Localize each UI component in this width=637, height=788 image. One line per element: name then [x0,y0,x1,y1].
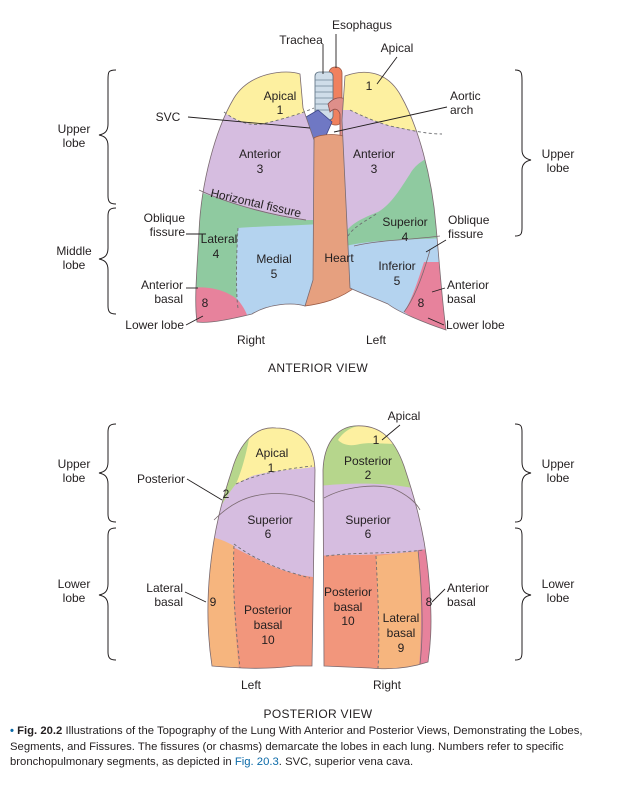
seg-superior-l-name: Superior [382,215,427,229]
lower-lobe-right-label: Lower lobe [446,318,505,332]
post-seg-lateral-basal-num: 9 [210,595,217,609]
posterior-outside-labels: Apical Upper lobe Lower lobe Upper lobe Low… [58,409,575,720]
posterior-right-side-label: Right [373,678,402,692]
seg-inferior-l-name: Inferior [378,259,415,273]
anterior-left-lung [341,71,447,331]
post-seg-superior-r-num: 6 [365,527,372,541]
trachea-label: Trachea [279,33,323,47]
figure-caption: • Fig. 20.2 Illustrations of the Topogra… [10,724,628,771]
post-seg-lateral-basal-r: Lateral basal [383,611,420,640]
seg-inferior-l-num: 5 [394,274,401,288]
seg-anterior-r-num: 3 [257,162,264,176]
posterior-view-title: POSTERIOR VIEW [264,707,373,720]
posterior-view: Apical 1 2 Superior 6 9 Posterior basal 1… [58,409,575,720]
seg-lateral-name: Lateral [201,232,238,246]
post-seg-apical-l-name: Apical [256,446,289,460]
post-upper-lobe-right-label: Upper lobe [542,457,575,485]
post-seg-anterior-basal-r-num: 8 [426,595,433,609]
post-seg-superior-r-name: Superior [345,513,390,527]
post-upper-lobe-left-label: Upper lobe [58,457,91,485]
aortic-arch-line1: Aortic [450,89,481,103]
anterior-basal-right-label: Anterior basal [447,278,489,306]
oblique-fissure-left-label: Oblique fissure [144,211,186,239]
post-seg-posterior-basal-r-num: 10 [341,614,355,628]
seg-medial-num: 5 [271,267,278,281]
caption-fig-ref-link[interactable]: Fig. 20.3 [234,756,279,768]
post-lower-lobe-left-label: Lower lobe [58,577,91,605]
seg-basal-l-num: 8 [418,296,425,310]
aortic-arch-label: Aortic arch [450,89,481,117]
post-seg-posterior-r-name: Posterior [344,454,392,468]
upper-lobe-right-label: Upper lobe [542,147,575,175]
caption-fig-label: Fig. 20.2 [17,725,63,737]
post-lateral-basal-label: Lateral basal [146,581,183,609]
post-seg-posterior-basal-l-num: 10 [261,633,275,647]
post-seg-lateral-basal-r-num: 9 [398,641,405,655]
caption-tail: . SVC, superior vena cava. [278,756,414,768]
seg-superior-l-num: 4 [402,230,409,244]
anterior-basal-left-label: Anterior basal [141,278,183,306]
apical-top-label: Apical [381,41,414,55]
anterior-outside-labels: Esophagus Trachea Apical SVC Aortic arch … [56,18,574,375]
seg-anterior-l-num: 3 [371,162,378,176]
post-seg-posterior-r-num: 2 [365,468,372,482]
caption-body: The fissures (or chasms) demarcate the l… [10,740,564,769]
mediastinum-vessels [305,66,353,141]
seg-apical-l-num: 1 [366,79,373,93]
lung-topography-figure: Apical 1 1 Anterior 3 Anterior 3 Lateral… [56,18,575,720]
esophagus-label: Esophagus [332,18,392,32]
post-seg-superior-l-name: Superior [247,513,292,527]
post-posterior-label: Posterior [137,472,185,486]
upper-lobe-left-label: Upper lobe [58,122,91,150]
post-seg-posterior-basal-r: Posterior basal [324,585,372,614]
posterior-left-side-label: Left [241,678,262,692]
anterior-view: Apical 1 1 Anterior 3 Anterior 3 Lateral… [56,18,574,375]
caption-bullet: • [10,725,14,737]
posterior-segment-labels: Apical 1 2 Superior 6 9 Posterior basal 1… [210,433,433,655]
seg-basal-r-num: 8 [202,296,209,310]
seg-apical-r-num: 1 [277,103,284,117]
post-apical-top-label: Apical [388,409,421,423]
seg-lateral-num: 4 [213,247,220,261]
post-seg-posterior-basal-l: Posterior basal [244,603,292,632]
seg-anterior-l-name: Anterior [353,147,395,161]
aortic-arch-line2: arch [450,103,473,117]
post-seg-posterior-l-num: 2 [223,487,230,501]
post-seg-apical-l-num: 1 [268,461,275,475]
seg-medial-name: Medial [256,252,291,266]
oblique-fissure-right-label: Oblique fissure [448,213,490,241]
post-lower-lobe-right-label: Lower lobe [542,577,575,605]
middle-lobe-label: Middle lobe [56,244,92,272]
post-anterior-basal-label: Anterior basal [447,581,489,609]
anterior-left-side-label: Left [366,333,387,347]
svc-label: SVC [156,110,181,124]
anterior-right-side-label: Right [237,333,266,347]
caption-title: Illustrations of the Topography of the L… [10,725,583,753]
heart-label: Heart [324,251,354,265]
seg-apical-r-name: Apical [264,89,297,103]
post-seg-apical-r-num: 1 [373,433,380,447]
anterior-view-title: ANTERIOR VIEW [268,361,368,375]
seg-anterior-r-name: Anterior [239,147,281,161]
lower-lobe-left-label: Lower lobe [125,318,184,332]
posterior-right-lung [322,425,432,670]
post-seg-superior-l-num: 6 [265,527,272,541]
